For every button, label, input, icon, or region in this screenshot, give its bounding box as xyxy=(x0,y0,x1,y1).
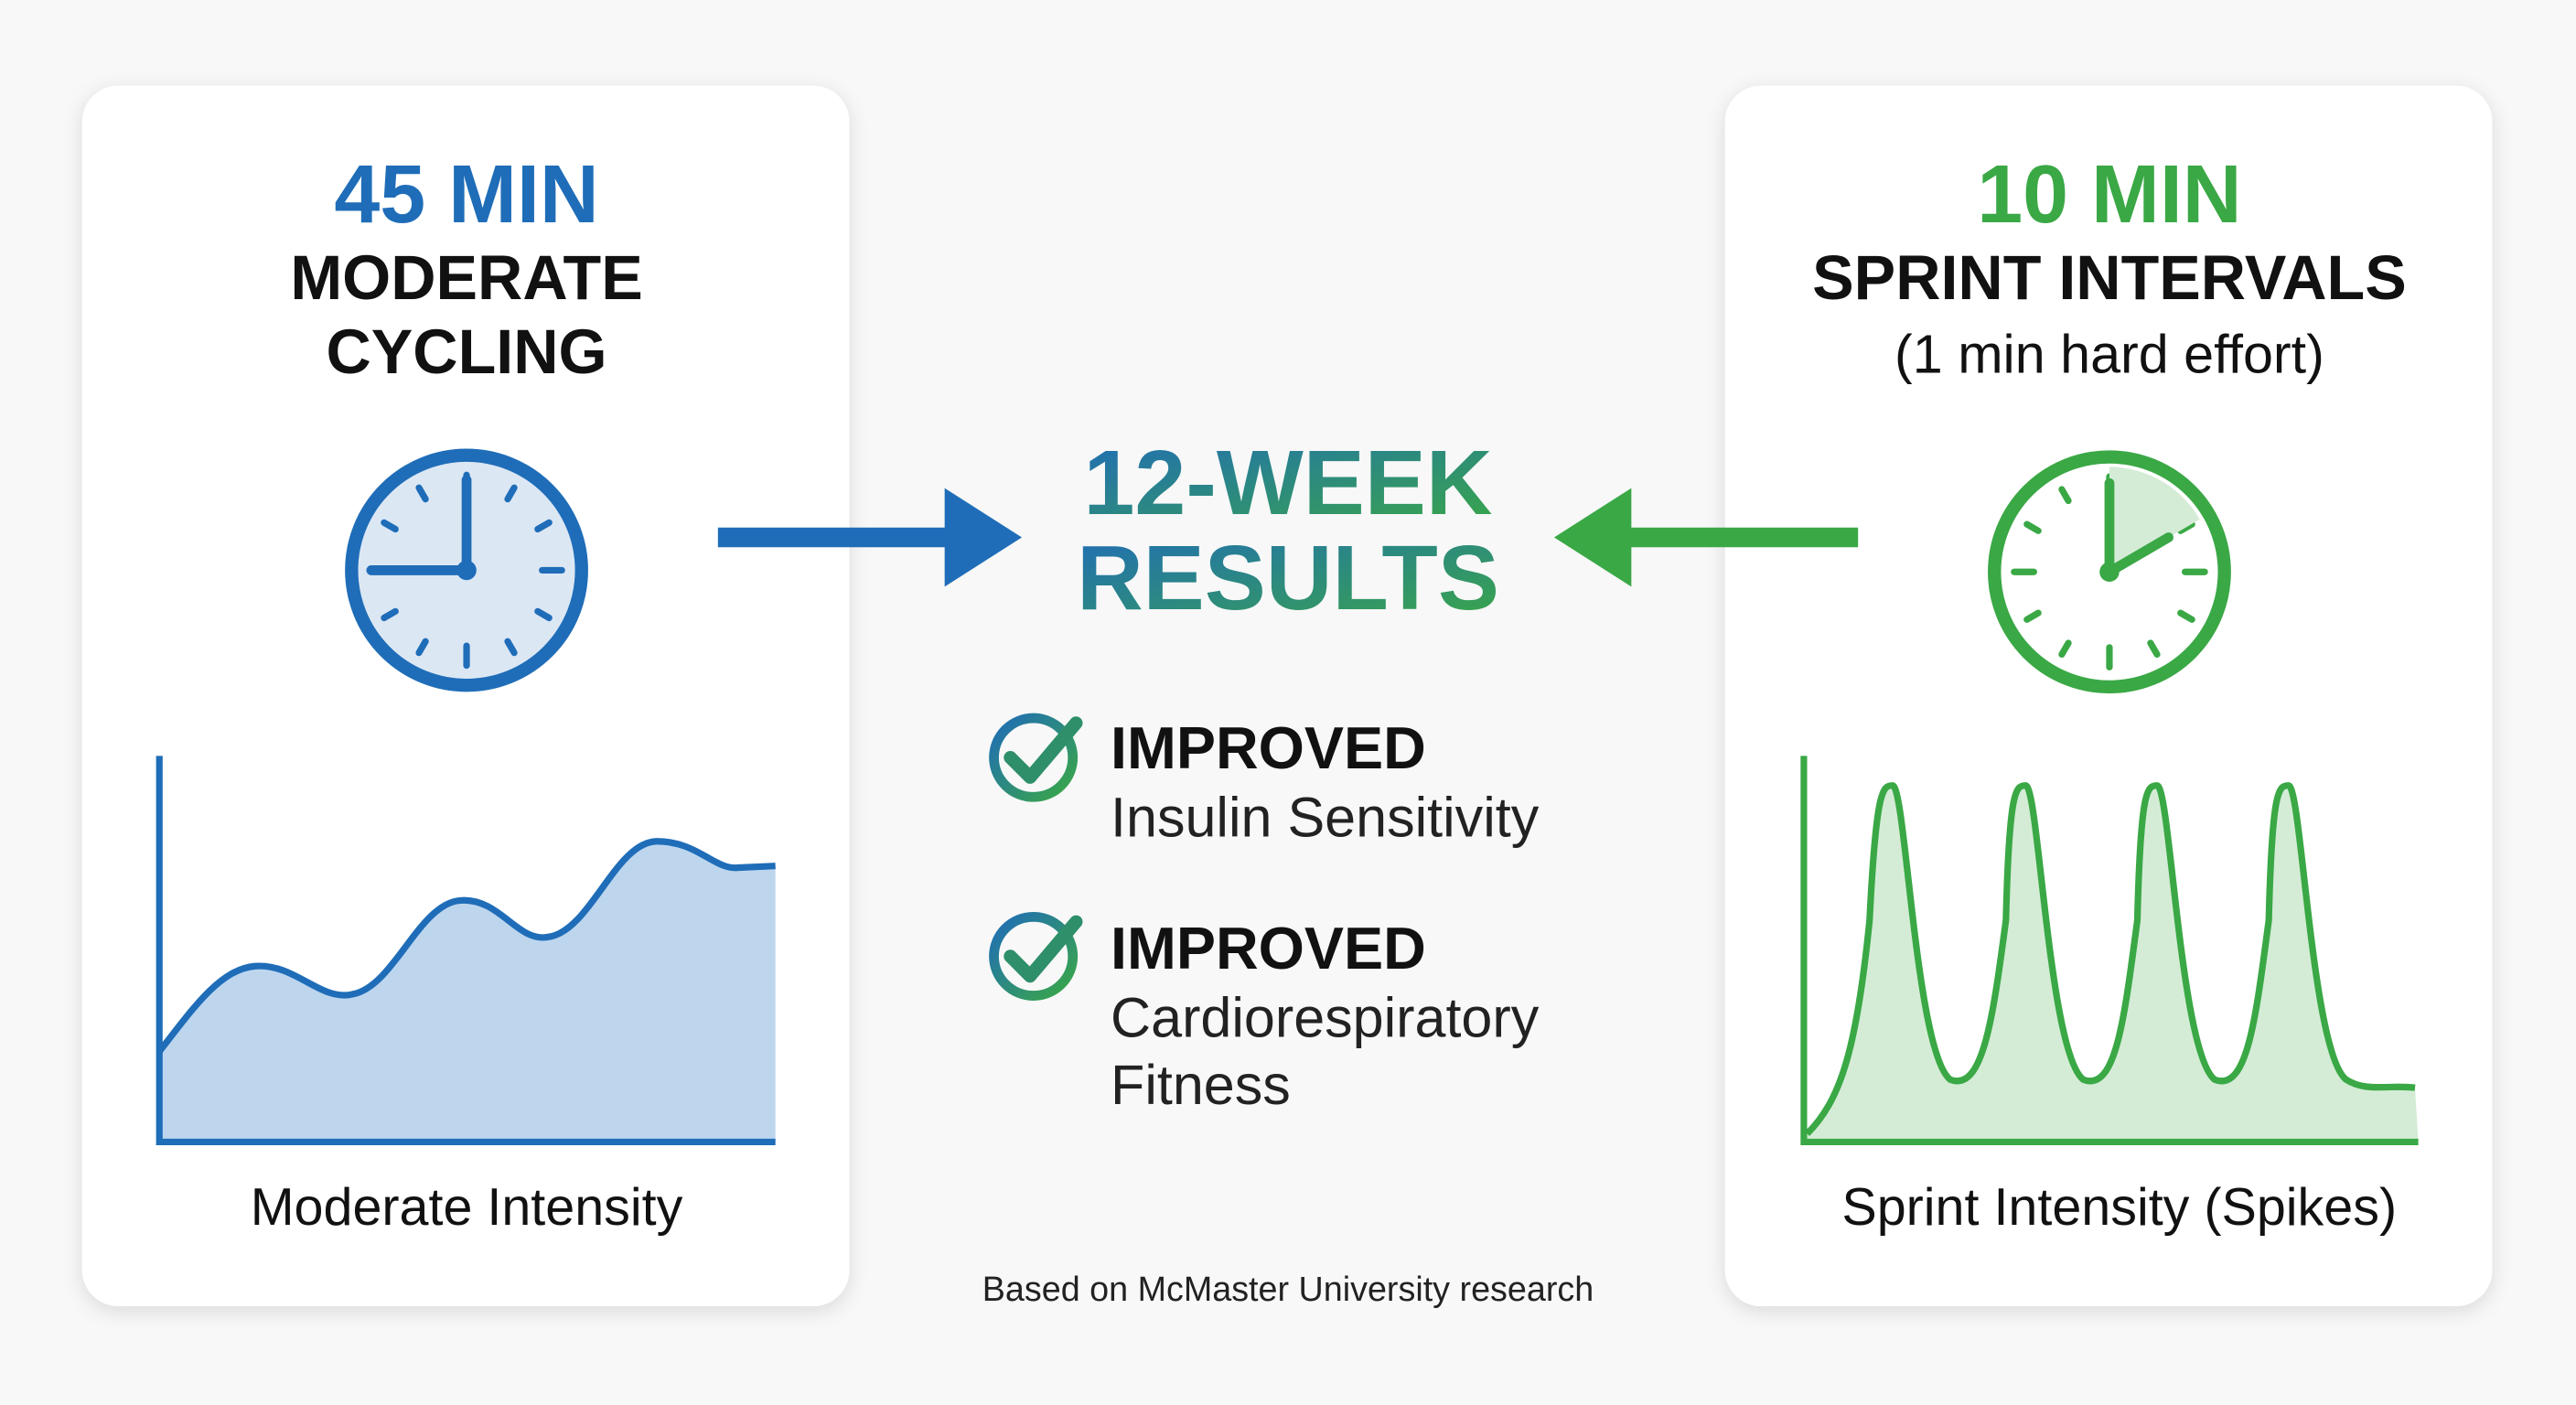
result-detail: Cardiorespiratory xyxy=(1111,986,1540,1048)
result-item: IMPROVED Cardiorespiratory Fitness xyxy=(989,911,1540,1116)
duration: 10 MIN xyxy=(1977,149,2241,241)
area-line xyxy=(156,838,776,1054)
clock-hand xyxy=(2104,532,2174,577)
clock-icon xyxy=(1988,450,2231,694)
card-title: MODERATE xyxy=(290,243,642,313)
clock-tick xyxy=(2177,609,2195,623)
clock-tick xyxy=(2177,520,2195,534)
clock-tick xyxy=(381,519,399,533)
check-circle xyxy=(989,911,1079,1001)
caption: Sprint Intensity (Spikes) xyxy=(1841,1178,2397,1237)
check-mark xyxy=(1004,915,1083,983)
footnote: Based on McMaster University research xyxy=(982,1270,1594,1308)
area-line xyxy=(1804,782,2416,1136)
card-title: CYCLING xyxy=(327,317,607,387)
center-title: RESULTS xyxy=(1077,527,1499,629)
card-title: SPRINT INTERVALS xyxy=(1812,243,2407,313)
clock-wedge xyxy=(2109,467,2200,573)
result-item: IMPROVED Insulin Sensitivity xyxy=(989,713,1540,848)
clock-tick xyxy=(534,607,553,622)
clock-tick xyxy=(381,607,399,622)
check-mark xyxy=(1004,716,1083,784)
arrow-head xyxy=(944,488,1023,587)
clock-tick xyxy=(504,484,518,503)
caption: Moderate Intensity xyxy=(251,1178,683,1237)
clock-center xyxy=(456,560,477,581)
result-detail: Insulin Sensitivity xyxy=(1111,786,1540,848)
clock-tick xyxy=(2058,639,2072,659)
area-fill xyxy=(1803,785,2419,1142)
area-fill xyxy=(159,841,776,1142)
duration: 45 MIN xyxy=(334,149,598,241)
card-note: (1 min hard effort) xyxy=(1894,323,2324,384)
clock-tick xyxy=(534,519,553,533)
arrow-head xyxy=(1553,488,1632,587)
axis xyxy=(1800,756,2419,1145)
clock-tick xyxy=(415,638,429,657)
clock-icon xyxy=(345,448,588,692)
clock-tick xyxy=(2147,639,2161,659)
axis xyxy=(156,756,776,1145)
clock-center xyxy=(2099,562,2120,582)
check-circle xyxy=(989,713,1079,802)
clock-tick xyxy=(2058,486,2072,505)
result-heading: IMPROVED xyxy=(1111,915,1426,981)
clock-tick xyxy=(415,484,429,503)
clock-tick xyxy=(504,638,518,657)
clock-tick xyxy=(2023,520,2042,534)
result-heading: IMPROVED xyxy=(1111,714,1426,781)
center-title: 12-WEEK xyxy=(1083,432,1492,534)
clock-tick xyxy=(2023,609,2042,623)
result-detail: Fitness xyxy=(1111,1054,1291,1116)
